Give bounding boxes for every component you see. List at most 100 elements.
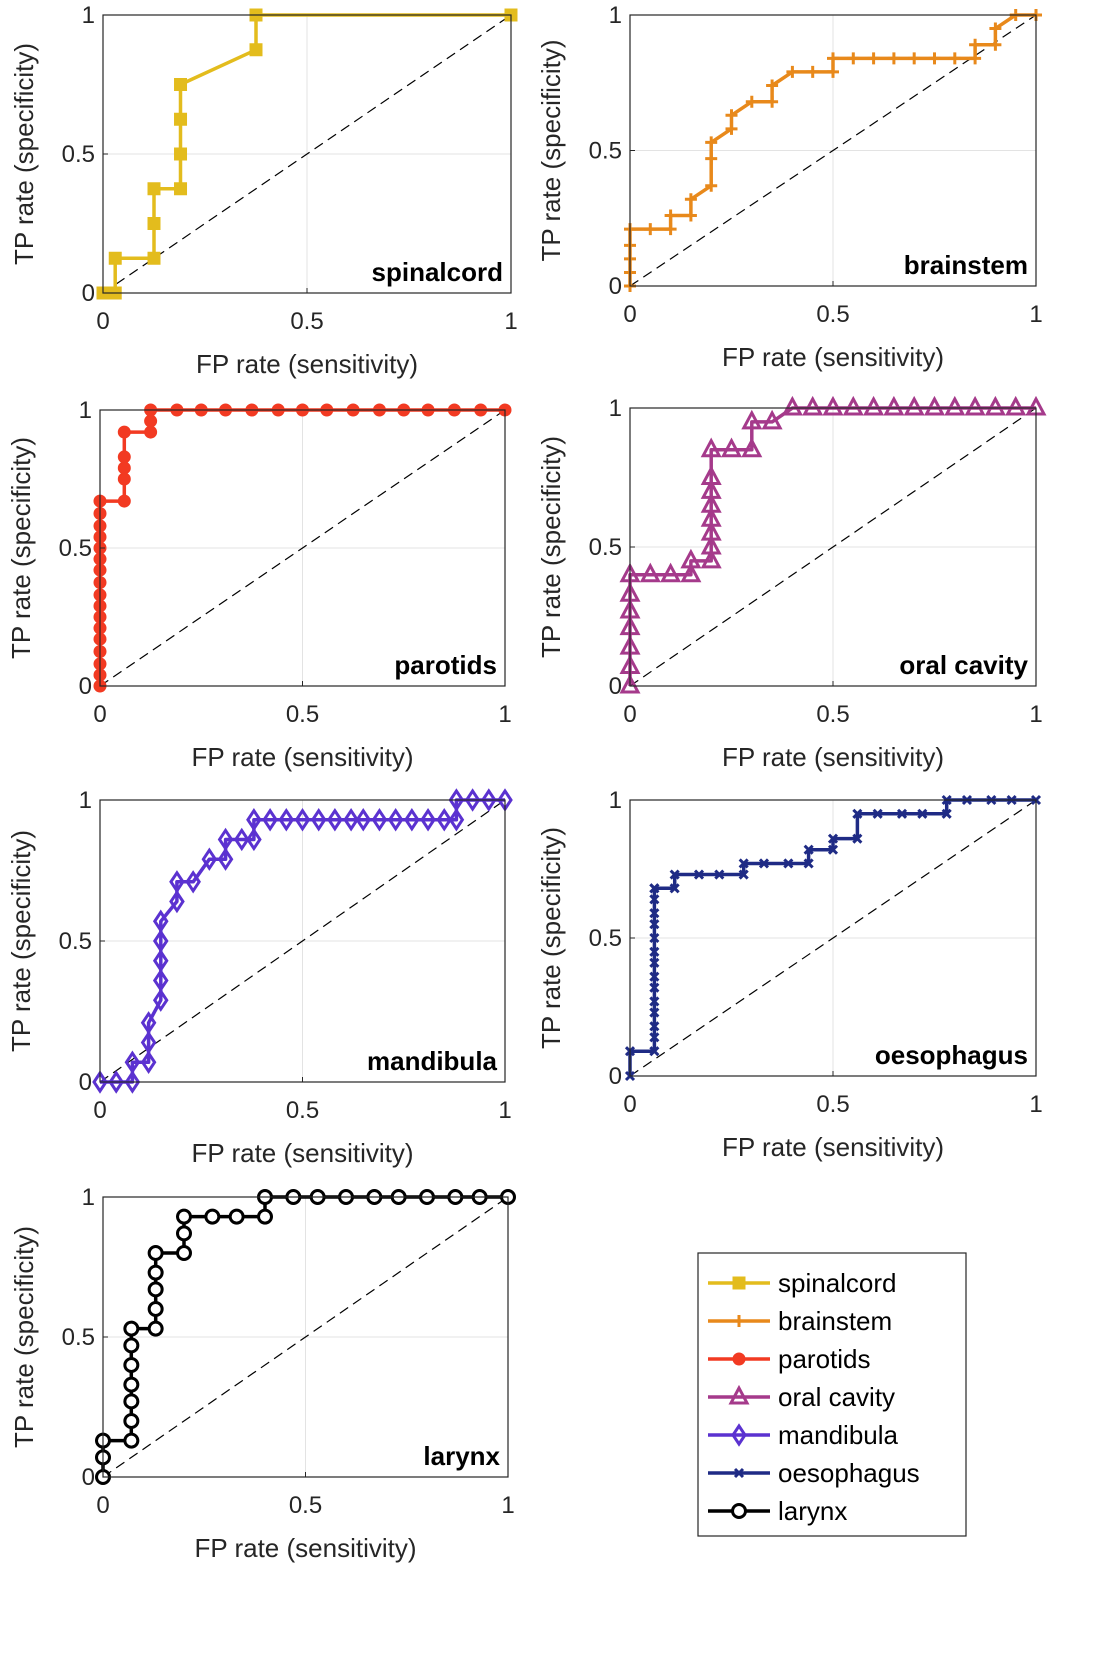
y-axis-label: TP rate (specificity) xyxy=(536,39,566,261)
x-tick-label: 0.5 xyxy=(816,1091,849,1118)
legend-marker-oesophagus xyxy=(733,1467,745,1479)
data-point-oral-cavity xyxy=(700,465,722,485)
data-point-mandibula xyxy=(217,827,234,852)
data-point-brainstem xyxy=(827,65,839,78)
data-point-mandibula xyxy=(124,1070,141,1094)
y-axis-label: TP rate (specificity) xyxy=(536,827,566,1049)
x-tick-label: 0 xyxy=(623,1091,636,1118)
data-point-mandibula xyxy=(169,870,185,894)
data-point-oral-cavity xyxy=(721,437,742,458)
data-point-larynx xyxy=(123,1337,140,1354)
legend-item-parotids: parotids xyxy=(708,1344,871,1374)
x-tick-label: 0 xyxy=(623,301,636,328)
reference-diagonal xyxy=(629,14,1037,287)
y-tick-label: 1 xyxy=(79,397,92,424)
data-point-mandibula xyxy=(404,808,420,832)
reference-diagonal xyxy=(629,407,1037,687)
data-point-mandibula xyxy=(246,808,262,832)
reference-diagonal xyxy=(102,1196,509,1478)
legend-label: mandibula xyxy=(778,1420,899,1450)
data-point-brainstem xyxy=(847,52,860,65)
data-point-mandibula xyxy=(355,808,372,832)
data-point-mandibula xyxy=(140,1011,157,1035)
data-point-spinalcord xyxy=(147,182,161,196)
x-tick-label: 1 xyxy=(1029,1091,1042,1118)
y-tick-label: 0.5 xyxy=(589,534,622,561)
legend-label: oesophagus xyxy=(778,1458,920,1488)
chart-annotation: oesophagus xyxy=(875,1040,1028,1070)
data-point-mandibula xyxy=(92,1070,108,1094)
data-point-larynx xyxy=(123,1432,140,1449)
data-point-oesophagus xyxy=(669,869,680,880)
data-point-brainstem xyxy=(705,179,718,192)
chart-brainstem: 0 0.5 1 0 0.5 1 FP rate (sensitivity) TP rate (… xyxy=(536,2,1043,372)
x-axis-label: FP rate (sensitivity) xyxy=(722,742,944,772)
data-point-brainstem xyxy=(948,52,961,65)
data-point-mandibula xyxy=(140,1030,157,1055)
data-point-mandibula xyxy=(246,827,262,852)
data-point-oesophagus xyxy=(738,858,749,869)
data-point-brainstem xyxy=(725,122,738,135)
data-point-oral-cavity xyxy=(700,479,722,499)
legend-marker-mandibula xyxy=(731,1423,747,1447)
legend-marker-brainstem xyxy=(733,1315,745,1327)
x-axis-label: FP rate (sensitivity) xyxy=(191,1138,413,1168)
data-point-larynx xyxy=(147,1320,164,1337)
data-point-oral-cavity xyxy=(741,409,763,430)
data-point-mandibula xyxy=(152,909,169,933)
legend-label: oral cavity xyxy=(778,1382,895,1412)
data-point-brainstem xyxy=(806,65,819,78)
x-tick-label: 0 xyxy=(93,701,106,728)
y-tick-label: 1 xyxy=(609,787,622,814)
data-point-oral-cavity xyxy=(883,395,905,416)
data-point-larynx xyxy=(257,1208,273,1225)
x-tick-label: 1 xyxy=(498,701,511,728)
data-point-oral-cavity xyxy=(700,548,722,569)
data-point-oesophagus xyxy=(649,894,660,905)
data-point-mandibula xyxy=(448,808,465,832)
x-tick-label: 0 xyxy=(96,1492,109,1519)
data-point-mandibula xyxy=(217,847,234,871)
data-point-mandibula xyxy=(278,808,295,832)
legend-label: larynx xyxy=(778,1496,847,1526)
data-point-oesophagus xyxy=(693,869,705,880)
y-tick-label: 1 xyxy=(609,2,622,29)
data-point-brainstem xyxy=(664,209,677,222)
y-tick-label: 0.5 xyxy=(59,535,92,562)
x-tick-label: 1 xyxy=(1029,301,1042,328)
chart-annotation: parotids xyxy=(394,650,497,680)
data-point-mandibula xyxy=(108,1070,125,1094)
data-point-oral-cavity xyxy=(700,534,722,555)
data-point-brainstem xyxy=(887,52,900,65)
y-tick-label: 0 xyxy=(82,1464,95,1491)
data-point-mandibula xyxy=(387,808,404,832)
data-point-parotids xyxy=(117,472,131,486)
data-point-parotids xyxy=(117,450,131,464)
data-point-oral-cavity xyxy=(619,673,641,694)
chart-mandibula: 0 0.5 1 0 0.5 1 FP rate (sensitivity) TP rate (… xyxy=(6,787,513,1168)
data-point-oral-cavity xyxy=(741,437,763,458)
x-tick-label: 1 xyxy=(501,1492,514,1519)
data-point-oesophagus xyxy=(852,808,863,819)
data-point-spinalcord xyxy=(174,78,188,91)
data-point-brainstem xyxy=(664,223,677,236)
data-point-larynx xyxy=(147,1301,164,1317)
legend-item-oral-cavity: oral cavity xyxy=(708,1382,895,1412)
data-point-oral-cavity xyxy=(660,562,682,583)
y-axis-label: TP rate (specificity) xyxy=(6,830,36,1052)
reference-diagonal xyxy=(99,409,506,687)
legend-marker-larynx xyxy=(731,1503,747,1519)
data-point-brainstem xyxy=(969,52,982,65)
data-point-oesophagus xyxy=(917,808,928,819)
data-point-oesophagus xyxy=(669,883,680,894)
y-tick-label: 0.5 xyxy=(589,925,622,952)
chart-oesophagus: 0 0.5 1 0 0.5 1 FP rate (sensitivity) TP rate (… xyxy=(536,787,1043,1162)
x-tick-label: 0.5 xyxy=(289,1492,322,1519)
legend-label: brainstem xyxy=(778,1306,892,1336)
legend-marker-spinalcord xyxy=(732,1276,746,1290)
data-point-oral-cavity xyxy=(761,409,783,430)
data-point-brainstem xyxy=(867,52,880,65)
y-tick-label: 0.5 xyxy=(59,928,92,955)
data-point-oral-cavity xyxy=(924,395,945,416)
data-point-spinalcord xyxy=(249,43,263,57)
